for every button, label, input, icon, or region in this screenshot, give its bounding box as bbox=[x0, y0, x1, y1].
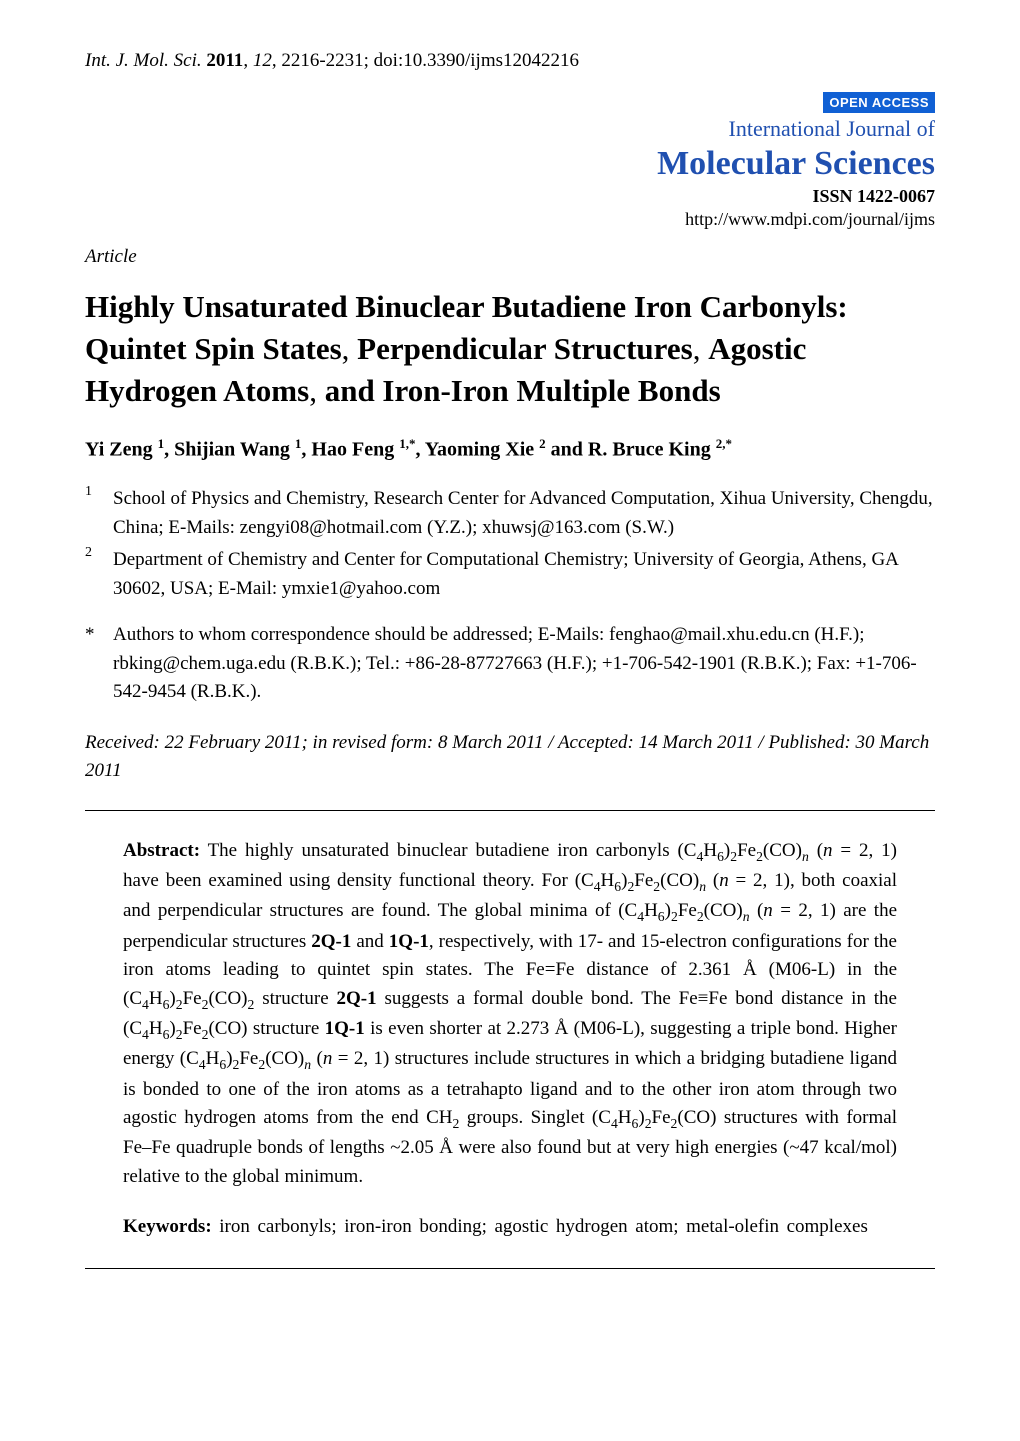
open-access-badge: OPEN ACCESS bbox=[823, 92, 935, 113]
author-2-sup: 1 bbox=[295, 436, 302, 451]
affiliations: 1 School of Physics and Chemistry, Resea… bbox=[85, 485, 935, 603]
keywords-label: Keywords: bbox=[123, 1216, 212, 1237]
article-title: Highly Unsaturated Binuclear Butadiene I… bbox=[85, 286, 935, 412]
affil-2-text: Department of Chemistry and Center for C… bbox=[113, 546, 935, 603]
paper-page: Int. J. Mol. Sci. 2011, 12, 2216-2231; d… bbox=[0, 0, 1020, 1319]
volume: 12 bbox=[253, 50, 272, 71]
affil-2-num: 2 bbox=[85, 545, 92, 560]
journal-line1: International Journal of bbox=[85, 115, 935, 143]
correspondence: * Authors to whom correspondence should … bbox=[85, 621, 935, 707]
abstract-label: Abstract: bbox=[123, 840, 200, 861]
journal-line2: Molecular Sciences bbox=[85, 143, 935, 186]
author-4: Yaoming Xie bbox=[425, 438, 534, 460]
author-1-sup: 1 bbox=[158, 436, 165, 451]
author-5-sup: 2,* bbox=[716, 436, 732, 451]
running-header: Int. J. Mol. Sci. 2011, 12, 2216-2231; d… bbox=[85, 50, 935, 72]
open-access-row: OPEN ACCESS bbox=[85, 92, 935, 113]
corr-text: Authors to whom correspondence should be… bbox=[113, 621, 935, 707]
year: 2011 bbox=[206, 50, 243, 71]
affiliation-1: 1 School of Physics and Chemistry, Resea… bbox=[85, 485, 935, 542]
rule-bottom bbox=[85, 1268, 935, 1269]
affil-1-num: 1 bbox=[85, 484, 92, 499]
article-dates: Received: 22 February 2011; in revised f… bbox=[85, 729, 935, 786]
author-5: R. Bruce King bbox=[588, 438, 711, 460]
affiliation-2: 2 Department of Chemistry and Center for… bbox=[85, 546, 935, 603]
author-list: Yi Zeng 1, Shijian Wang 1, Hao Feng 1,*,… bbox=[85, 436, 935, 462]
keywords-text: iron carbonyls; iron-iron bonding; agost… bbox=[212, 1216, 868, 1237]
rule-top bbox=[85, 810, 935, 811]
pages: 2216-2231 bbox=[281, 50, 363, 71]
author-3: Hao Feng bbox=[311, 438, 394, 460]
doi: doi:10.3390/ijms12042216 bbox=[374, 50, 579, 71]
corr-star: * bbox=[85, 621, 113, 707]
journal-issn: ISSN 1422-0067 bbox=[85, 185, 935, 208]
article-type: Article bbox=[85, 246, 935, 268]
author-1: Yi Zeng bbox=[85, 438, 153, 460]
journal-url: http://www.mdpi.com/journal/ijms bbox=[85, 208, 935, 231]
author-3-sup: 1,* bbox=[399, 436, 415, 451]
author-4-sup: 2 bbox=[539, 436, 546, 451]
title-part2: Perpendicular Structures bbox=[357, 331, 693, 366]
journal-masthead: International Journal of Molecular Scien… bbox=[85, 115, 935, 230]
journal-abbrev: Int. J. Mol. Sci. bbox=[85, 50, 202, 71]
keywords: Keywords: iron carbonyls; iron-iron bond… bbox=[85, 1213, 935, 1242]
title-part4: and Iron-Iron Multiple Bonds bbox=[325, 373, 721, 408]
abstract: Abstract: The highly unsaturated binucle… bbox=[85, 837, 935, 1192]
affil-1-text: School of Physics and Chemistry, Researc… bbox=[113, 485, 935, 542]
author-2: Shijian Wang bbox=[174, 438, 290, 460]
